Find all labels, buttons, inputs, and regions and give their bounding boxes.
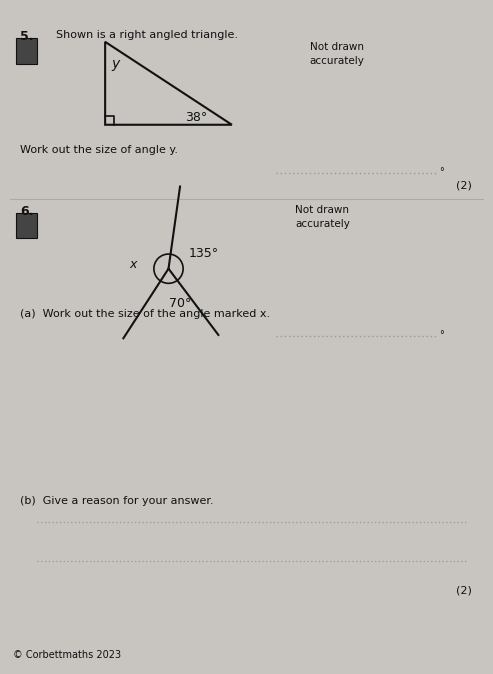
Text: (b)  Give a reason for your answer.: (b) Give a reason for your answer. — [20, 495, 213, 506]
Text: 38°: 38° — [185, 111, 208, 124]
Text: (2): (2) — [456, 586, 472, 596]
Text: °: ° — [439, 168, 444, 177]
Text: 5.: 5. — [20, 30, 34, 42]
Text: 135°: 135° — [189, 247, 219, 259]
Text: © Corbettmaths 2023: © Corbettmaths 2023 — [12, 650, 121, 661]
Text: x: x — [130, 258, 137, 272]
Text: Not drawn
accurately: Not drawn accurately — [295, 206, 350, 229]
Text: Work out the size of angle y.: Work out the size of angle y. — [20, 146, 178, 155]
Text: (a)  Work out the size of the angle marked x.: (a) Work out the size of the angle marke… — [20, 309, 270, 319]
Text: 70°: 70° — [169, 297, 191, 310]
Text: 6.: 6. — [20, 206, 33, 218]
Text: y: y — [111, 57, 120, 71]
Text: Shown is a right angled triangle.: Shown is a right angled triangle. — [56, 30, 239, 40]
Text: °: ° — [439, 330, 444, 340]
Text: Not drawn
accurately: Not drawn accurately — [310, 42, 365, 66]
Bar — [16, 38, 37, 64]
Bar — [16, 212, 37, 238]
Text: (2): (2) — [456, 181, 472, 191]
